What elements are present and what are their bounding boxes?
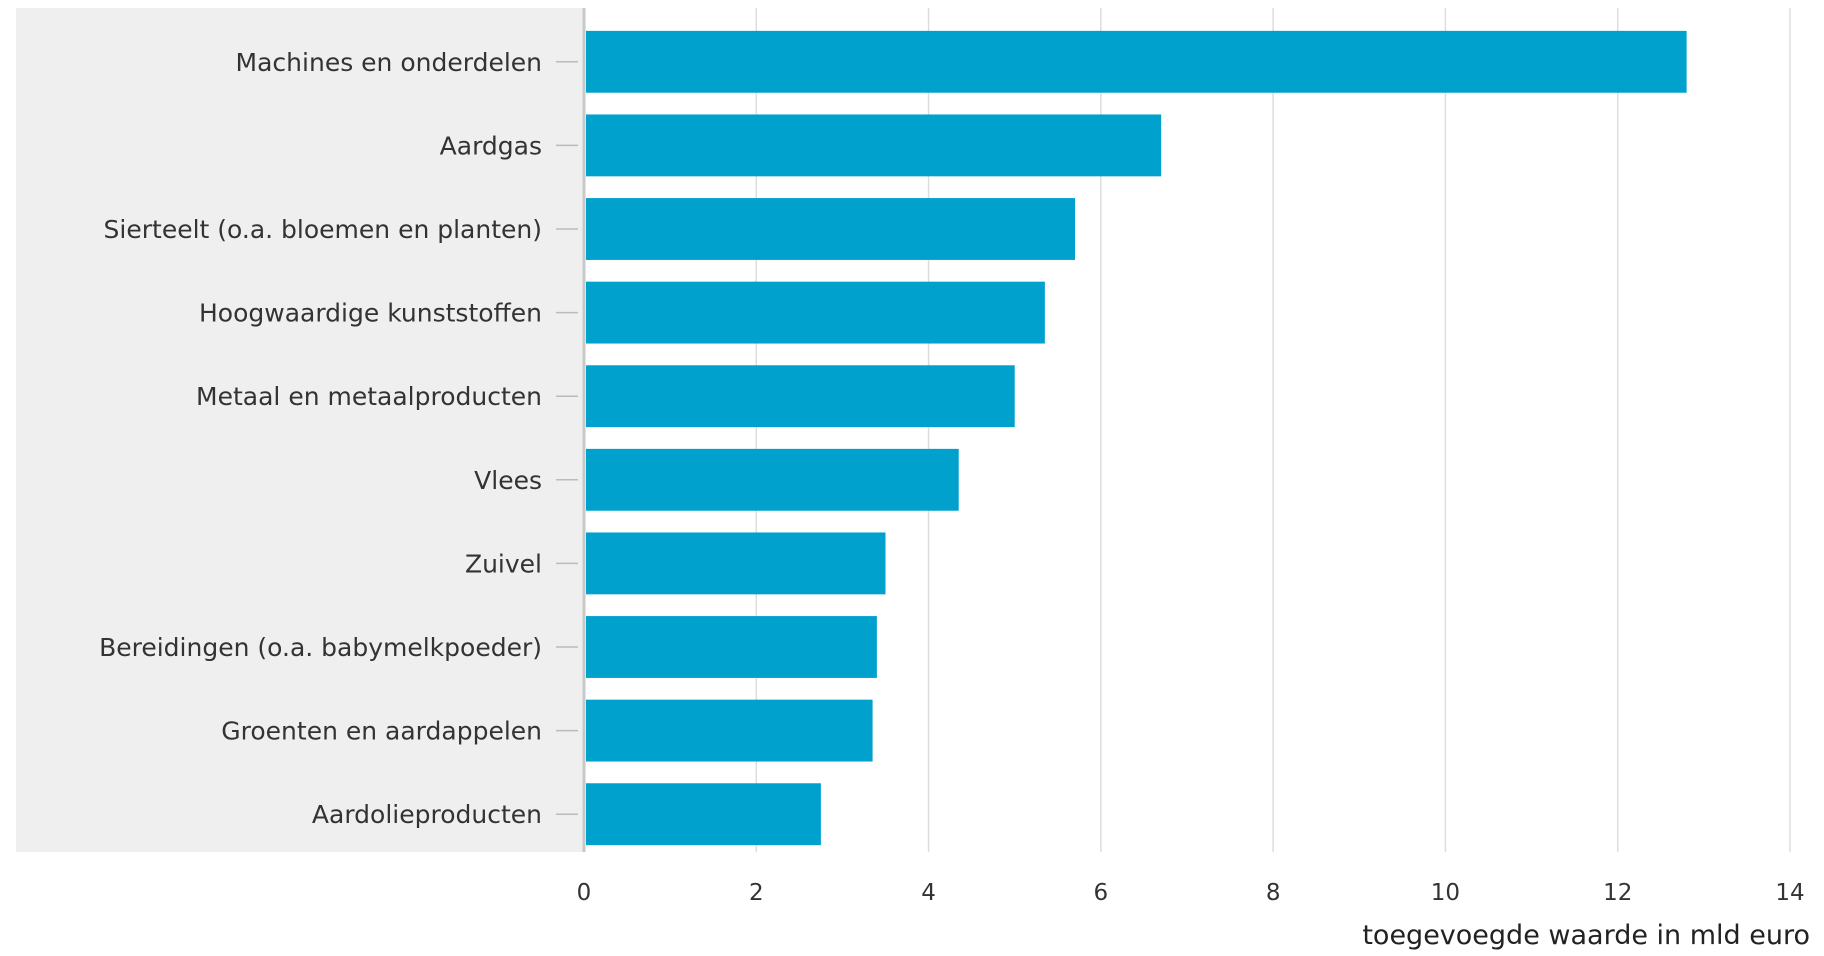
bar [586,30,1687,93]
category-label: Aardolieproducten [312,800,542,829]
x-tick-label: 10 [1431,880,1460,906]
x-tick-label: 12 [1603,880,1632,906]
bar [586,198,1076,260]
bars [586,30,1687,846]
x-tick-label: 4 [921,880,936,906]
category-label: Sierteelt (o.a. bloemen en planten) [104,215,542,244]
bar [586,114,1162,177]
x-tick-label: 0 [577,880,592,906]
x-tick-label: 6 [1094,880,1109,906]
x-tick-label: 8 [1266,880,1281,906]
bar [586,699,873,762]
bar [586,783,821,846]
category-labels: Machines en onderdelen Aardgas Sierteelt (… [99,48,578,829]
x-tick-labels: 0 2 4 6 8 10 12 14 [577,880,1805,906]
category-label: Hoogwaardige kunststoffen [199,299,542,328]
category-label: Metaal en metaalproducten [196,382,542,411]
bar [586,616,877,678]
category-label: Machines en onderdelen [236,48,542,77]
bar [586,365,1015,428]
category-label: Zuivel [465,549,542,578]
x-tick-label: 2 [749,880,764,906]
bar [586,281,1045,344]
x-axis-title: toegevoegde waarde in mld euro [1362,920,1810,951]
category-label: Aardgas [440,131,542,160]
category-label-panel [16,8,584,852]
category-label: Groenten en aardappelen [221,717,542,746]
x-tick-label: 14 [1775,880,1804,906]
category-label: Bereidingen (o.a. babymelkpoeder) [99,633,542,662]
bar [586,532,886,595]
bar [586,448,959,511]
category-label: Vlees [474,466,542,495]
